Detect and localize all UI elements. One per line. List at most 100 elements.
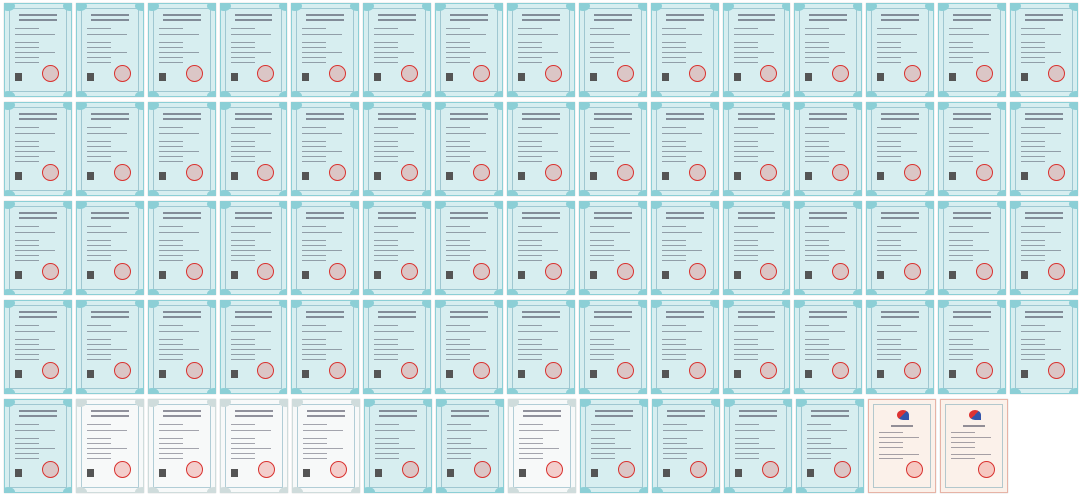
certificate-text-line xyxy=(877,146,902,147)
certificate-title xyxy=(450,316,489,318)
official-seal-icon xyxy=(113,263,131,280)
certificate-text-line xyxy=(661,232,702,233)
certificate-title xyxy=(90,217,129,219)
certificate-text-line xyxy=(374,331,415,332)
software-copyright-certificate xyxy=(580,399,648,493)
official-seal-icon xyxy=(41,263,59,280)
software-copyright-certificate xyxy=(866,102,935,196)
certificate-text-line xyxy=(15,443,39,444)
ornament-corner xyxy=(566,4,574,11)
certificate-frame xyxy=(943,107,1002,191)
software-copyright-certificate xyxy=(866,3,935,97)
certificate-text-line xyxy=(805,146,830,147)
certificate-text-line xyxy=(1021,133,1062,134)
certificate-text-line xyxy=(1021,141,1046,142)
certificate-title xyxy=(522,118,560,120)
software-copyright-certificate xyxy=(76,399,144,493)
certificate-row xyxy=(4,201,1078,295)
certificate-text-line xyxy=(733,57,758,58)
certificate-text-line xyxy=(446,260,471,261)
certificate-text-line xyxy=(374,47,399,48)
ornament-corner xyxy=(853,190,862,195)
certificate-text-line xyxy=(158,245,183,246)
qr-code-icon xyxy=(589,172,597,180)
certificate-text-line xyxy=(661,141,686,142)
certificate-text-line xyxy=(230,156,255,157)
ornament-corner xyxy=(579,4,590,11)
qr-code-icon xyxy=(302,73,310,81)
certificate-text-line xyxy=(15,453,39,454)
certificate-text-line xyxy=(447,438,471,439)
certificate-text-line xyxy=(951,432,975,433)
certificate-title xyxy=(665,311,704,313)
ornament-corner xyxy=(220,301,231,308)
ornament-corner xyxy=(567,487,575,492)
ornament-corner xyxy=(1011,4,1022,11)
certificate-text-line xyxy=(661,255,686,256)
certificate-text-line xyxy=(158,146,183,147)
ornament-corner xyxy=(436,202,447,209)
certificate-frame xyxy=(583,305,642,389)
certificate-title xyxy=(881,217,920,219)
certificate-text-line xyxy=(374,325,399,326)
certificate-title xyxy=(737,113,776,115)
certificate-text-line xyxy=(15,349,55,350)
certificate-title xyxy=(91,415,129,417)
official-seal-icon xyxy=(832,65,850,82)
certificate-title xyxy=(953,14,992,16)
certificate-text-line xyxy=(1021,349,1062,350)
ornament-corner xyxy=(795,103,806,110)
certificate-title xyxy=(90,212,129,214)
certificate-text-line xyxy=(230,127,255,128)
certificate-title xyxy=(522,212,560,214)
certificate-text-line xyxy=(231,448,271,449)
ornament-corner xyxy=(423,400,431,407)
certificate-text-line xyxy=(86,344,111,345)
ornament-corner xyxy=(723,4,734,11)
certificate-text-line xyxy=(518,331,559,332)
certificate-text-line xyxy=(733,156,758,157)
certificate-text-line xyxy=(877,52,918,53)
certificate-frame xyxy=(799,206,858,290)
certificate-text-line xyxy=(805,255,830,256)
certificate-text-line xyxy=(302,52,343,53)
certificate-text-line xyxy=(158,47,183,48)
software-copyright-certificate xyxy=(220,399,288,493)
official-seal-icon xyxy=(904,362,922,379)
certificate-text-line xyxy=(446,250,487,251)
software-copyright-certificate xyxy=(291,3,360,97)
certificate-text-line xyxy=(519,448,559,449)
certificate-frame xyxy=(727,305,786,389)
certificate-text-line xyxy=(661,260,686,261)
qr-code-icon xyxy=(949,172,957,180)
software-copyright-certificate xyxy=(364,399,432,493)
ornament-corner xyxy=(206,103,215,110)
official-seal-icon xyxy=(616,263,634,280)
certificate-title xyxy=(739,410,777,412)
certificate-text-line xyxy=(158,232,199,233)
certificate-frame xyxy=(9,305,67,389)
certificate-text-line xyxy=(733,47,758,48)
ornament-corner xyxy=(436,103,447,110)
certificate-title xyxy=(19,415,57,417)
ornament-corner xyxy=(63,400,71,407)
certificate-text-line xyxy=(589,52,630,53)
certificate-text-line xyxy=(446,47,471,48)
certificate-title xyxy=(306,212,345,214)
certificate-text-line xyxy=(661,28,686,29)
qr-code-icon xyxy=(302,172,310,180)
certificate-text-line xyxy=(949,245,974,246)
certificate-text-line xyxy=(805,57,830,58)
ornament-corner xyxy=(76,103,87,110)
ornament-corner xyxy=(637,301,646,308)
certificate-text-line xyxy=(877,62,902,63)
certificate-text-line xyxy=(302,34,343,35)
software-copyright-certificate xyxy=(938,3,1007,97)
qr-code-icon xyxy=(518,271,526,279)
ornament-corner xyxy=(422,4,431,11)
certificate-text-line xyxy=(230,133,271,134)
certificate-frame xyxy=(655,8,714,92)
certificate-text-line xyxy=(303,443,327,444)
qr-code-icon xyxy=(87,469,94,477)
certificate-title xyxy=(450,14,489,16)
